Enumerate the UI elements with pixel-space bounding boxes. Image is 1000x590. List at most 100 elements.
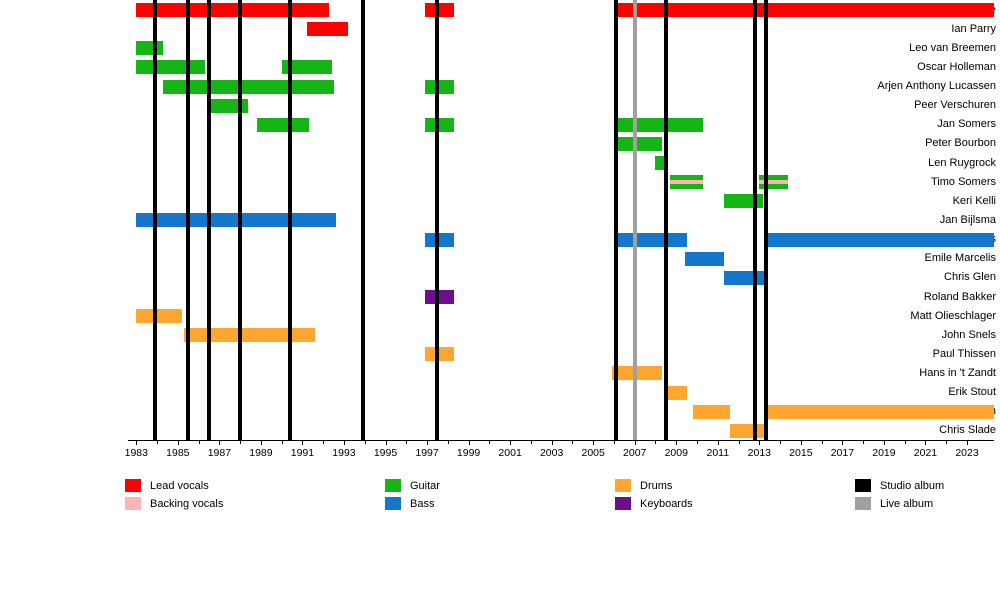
studio-album-line xyxy=(238,0,243,440)
studio-album-line xyxy=(614,0,619,440)
legend-label: Keyboards xyxy=(640,497,693,510)
legend-label: Bass xyxy=(410,497,435,510)
member-label: Matt Olieschlager xyxy=(910,309,996,322)
legend-item: Bass xyxy=(385,496,434,511)
timeline-row xyxy=(128,325,994,344)
axis-tick xyxy=(800,440,802,445)
axis-tick-label: 2001 xyxy=(498,447,522,459)
timeline-row xyxy=(128,421,994,440)
axis-tick xyxy=(842,440,844,445)
axis-tick-label: 2005 xyxy=(581,447,605,459)
axis-tick-label: 2019 xyxy=(872,447,896,459)
member-label: Hans in 't Zandt xyxy=(919,367,996,380)
timeline-row xyxy=(128,268,994,287)
axis-baseline xyxy=(128,440,994,441)
member-label: Peter Bourbon xyxy=(925,137,996,150)
legend-item: Studio album xyxy=(855,478,944,493)
membership-bar xyxy=(136,3,330,17)
membership-bar xyxy=(611,366,662,381)
studio-album-line xyxy=(753,0,758,440)
studio-album-line xyxy=(287,0,292,440)
axis-minor-tick xyxy=(572,440,574,444)
axis-minor-tick xyxy=(738,440,740,444)
axis-minor-tick xyxy=(323,440,325,444)
membership-bar xyxy=(424,347,455,362)
axis-tick-label: 2007 xyxy=(623,447,647,459)
chart-legend: Lead vocals Backing vocals Guitar Bass Drums… xyxy=(0,478,1000,518)
axis-minor-tick xyxy=(697,440,699,444)
membership-bar xyxy=(424,232,455,247)
timeline-row xyxy=(128,115,994,134)
membership-bar xyxy=(670,175,704,190)
member-label: Keri Kelli xyxy=(952,194,996,207)
drums-swatch xyxy=(615,479,631,492)
bass-swatch xyxy=(385,497,401,510)
membership-bar xyxy=(767,232,994,247)
axis-minor-tick xyxy=(364,440,366,444)
axis-tick-label: 2021 xyxy=(913,447,938,459)
legend-label: Live album xyxy=(880,497,934,510)
legend-label: Backing vocals xyxy=(150,497,224,510)
member-label: Peer Verschuren xyxy=(914,99,996,112)
axis-tick xyxy=(717,440,719,445)
studio-album-line xyxy=(763,0,768,440)
axis-minor-tick xyxy=(821,440,823,444)
axis-tick xyxy=(219,440,221,445)
member-label: Chris Glen xyxy=(944,271,996,284)
member-label: Len Ruygrock xyxy=(928,156,996,169)
membership-bar xyxy=(663,385,687,400)
membership-bar xyxy=(613,117,704,132)
axis-tick-label: 1985 xyxy=(166,447,190,459)
timeline-row xyxy=(128,38,994,57)
member-label: Oscar Holleman xyxy=(917,60,996,73)
timeline-row xyxy=(128,363,994,382)
studio-album-line xyxy=(360,0,365,440)
legend-item: Keyboards xyxy=(615,496,693,511)
axis-tick xyxy=(302,440,304,445)
member-label: Emile Marcelis xyxy=(924,252,996,265)
member-label: Chris Slade xyxy=(939,424,996,437)
axis-tick xyxy=(343,440,345,445)
studio-album-swatch xyxy=(855,479,871,492)
axis-tick-label: 1997 xyxy=(415,447,439,459)
member-label: Arjen Anthony Lucassen xyxy=(877,80,996,93)
axis-tick-label: 2003 xyxy=(539,447,564,459)
membership-bar xyxy=(424,289,455,304)
timeline-row xyxy=(128,287,994,306)
membership-bar xyxy=(136,213,336,228)
timeline-row xyxy=(128,191,994,210)
member-label: Paul Thissen xyxy=(932,347,996,360)
timeline-row xyxy=(128,96,994,115)
axis-tick-label: 2015 xyxy=(789,447,813,459)
guitar-swatch xyxy=(385,479,401,492)
member-label: Jan Somers xyxy=(937,118,996,131)
axis-tick-label: 1999 xyxy=(456,447,481,459)
studio-album-line xyxy=(206,0,211,440)
axis-minor-tick xyxy=(281,440,283,444)
membership-bar xyxy=(136,309,182,324)
studio-album-line xyxy=(663,0,668,440)
timeline-row xyxy=(128,249,994,268)
axis-tick xyxy=(468,440,470,445)
legend-item: Backing vocals xyxy=(125,496,223,511)
axis-tick-label: 2011 xyxy=(706,447,730,459)
axis-minor-tick xyxy=(240,440,242,444)
membership-bar xyxy=(136,41,164,56)
lead-vocals-swatch xyxy=(125,479,141,492)
live-album-swatch xyxy=(855,497,871,510)
timeline-row xyxy=(128,344,994,363)
membership-bar xyxy=(184,328,315,343)
axis-tick xyxy=(427,440,429,445)
membership-bar xyxy=(613,232,687,247)
axis-minor-tick xyxy=(946,440,948,444)
timeline-row xyxy=(128,57,994,76)
axis-minor-tick xyxy=(863,440,865,444)
legend-label: Lead vocals xyxy=(150,479,209,492)
axis-tick xyxy=(593,440,595,445)
axis-tick xyxy=(177,440,179,445)
timeline-row xyxy=(128,0,994,19)
axis-tick-label: 2009 xyxy=(664,447,688,459)
axis-minor-tick xyxy=(904,440,906,444)
axis-tick-label: 2023 xyxy=(955,447,979,459)
